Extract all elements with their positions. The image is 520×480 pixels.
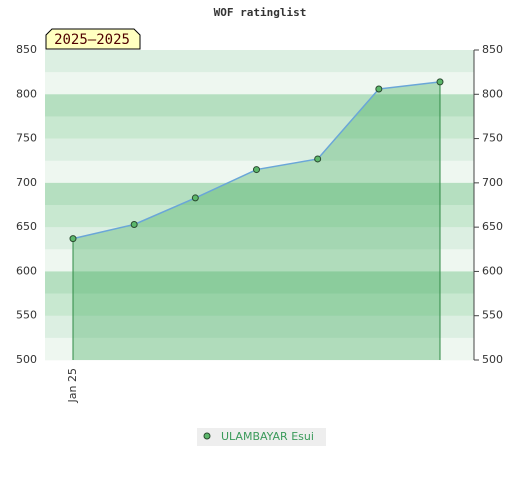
band	[45, 94, 474, 117]
period-label: 2025–2025	[54, 32, 130, 48]
marker	[375, 85, 383, 93]
band	[45, 138, 474, 162]
marker	[436, 78, 444, 86]
y2-tick-label: 650	[482, 220, 503, 233]
band	[45, 50, 474, 73]
band	[45, 227, 474, 250]
y-tick-label: 850	[16, 43, 37, 56]
band	[45, 205, 474, 228]
legend-label: ULAMBAYAR Esui	[221, 430, 314, 443]
plot-background	[45, 50, 474, 361]
y-tick-label: 550	[16, 309, 37, 322]
y-tick-label: 700	[16, 176, 37, 189]
band	[45, 249, 474, 272]
band	[45, 160, 474, 184]
legend-marker	[203, 432, 211, 440]
y-tick-label: 800	[16, 87, 37, 100]
marker	[314, 155, 322, 163]
band	[45, 182, 474, 206]
legend-box	[197, 428, 326, 446]
y2-tick-label: 750	[482, 132, 503, 145]
band	[45, 337, 474, 361]
chart-title: WOF ratinglist	[214, 6, 307, 19]
marker	[130, 220, 138, 228]
y-tick-label: 650	[16, 220, 37, 233]
y2-tick-label: 550	[482, 309, 503, 322]
y-tick-label: 500	[16, 353, 37, 366]
y-tick-label: 600	[16, 264, 37, 277]
band	[45, 116, 474, 139]
y-tick-label: 750	[16, 132, 37, 145]
y2-tick-label: 700	[482, 176, 503, 189]
marker	[253, 166, 260, 174]
band	[45, 293, 474, 317]
marker	[69, 235, 77, 243]
band	[45, 72, 474, 95]
y2-tick-label: 850	[482, 43, 503, 56]
label-box	[45, 28, 141, 50]
y2-tick-label: 600	[482, 264, 503, 277]
x-tick-label: Jan 25	[66, 368, 79, 403]
y2-tick-label: 500	[482, 353, 503, 366]
y2-tick-label: 800	[482, 87, 503, 100]
band	[45, 271, 474, 294]
area	[73, 81, 440, 360]
band	[45, 315, 474, 339]
marker	[191, 194, 199, 202]
